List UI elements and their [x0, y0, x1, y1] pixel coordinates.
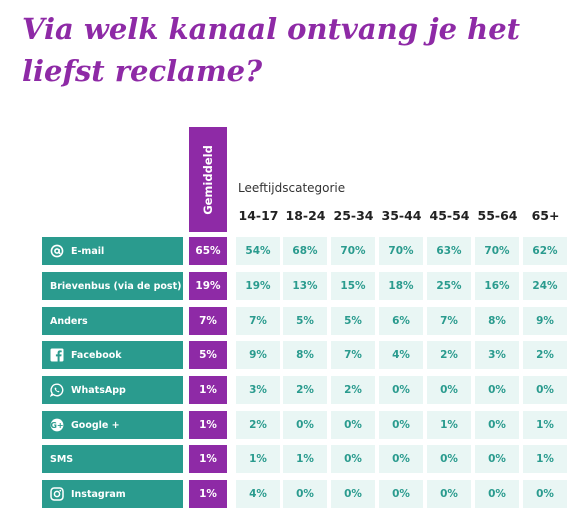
channel-label-brievenbus-via-de-post: Brievenbus (via de post) [42, 272, 183, 300]
value-cell: 54% [236, 237, 280, 265]
value-cell: 0% [475, 480, 519, 508]
value-cell: 1% [523, 445, 567, 473]
value-cell: 4% [379, 341, 423, 369]
value-cell: 0% [283, 411, 327, 439]
value-cell: 3% [236, 376, 280, 404]
average-value-google: 1% [189, 411, 227, 439]
value-cell: 6% [379, 307, 423, 335]
age-group-header-35-44: 35-44 [381, 208, 422, 223]
value-cell: 2% [283, 376, 327, 404]
value-cell: 18% [379, 272, 423, 300]
channel-name: Instagram [71, 488, 126, 500]
value-cell: 62% [523, 237, 567, 265]
age-group-header-65plus: 65+ [531, 208, 560, 223]
channel-label-sms: SMS [42, 445, 183, 473]
value-cell: 1% [427, 411, 471, 439]
value-cell: 7% [331, 341, 375, 369]
value-cell: 0% [331, 445, 375, 473]
value-cell: 0% [523, 480, 567, 508]
value-cell: 0% [379, 480, 423, 508]
value-cell: 70% [475, 237, 519, 265]
value-cell: 2% [331, 376, 375, 404]
value-cell: 0% [283, 480, 327, 508]
value-cell: 0% [379, 376, 423, 404]
age-group-header-45-54: 45-54 [429, 208, 470, 223]
age-group-header-25-34: 25-34 [333, 208, 374, 223]
value-cell: 0% [475, 411, 519, 439]
age-category-title: Leeftijdscategorie [238, 181, 346, 195]
value-cell: 5% [283, 307, 327, 335]
average-value-e-mail: 65% [189, 237, 227, 265]
channel-label-facebook: Facebook [42, 341, 183, 369]
value-cell: 68% [283, 237, 327, 265]
channel-name: Anders [50, 315, 88, 327]
channel-name: Google + [71, 419, 120, 431]
channel-name: WhatsApp [71, 384, 126, 396]
value-cell: 0% [475, 445, 519, 473]
value-cell: 9% [236, 341, 280, 369]
value-cell: 0% [427, 445, 471, 473]
average-value-anders: 7% [189, 307, 227, 335]
value-cell: 1% [283, 445, 327, 473]
channel-name: E-mail [71, 245, 105, 257]
value-cell: 8% [283, 341, 327, 369]
instagram-icon [50, 487, 64, 501]
average-value-whatsapp: 1% [189, 376, 227, 404]
value-cell: 3% [475, 341, 519, 369]
value-cell: 2% [236, 411, 280, 439]
average-value-sms: 1% [189, 445, 227, 473]
svg-text:G+: G+ [50, 421, 63, 430]
chart-title: Via welk kanaal ontvang je het liefst re… [22, 12, 521, 88]
value-cell: 25% [427, 272, 471, 300]
value-cell: 0% [379, 411, 423, 439]
channel-label-e-mail: E-mail [42, 237, 183, 265]
age-group-header-14-17: 14-17 [238, 208, 279, 223]
value-cell: 70% [331, 237, 375, 265]
value-cell: 15% [331, 272, 375, 300]
value-cell: 13% [283, 272, 327, 300]
value-cell: 0% [331, 480, 375, 508]
value-cell: 8% [475, 307, 519, 335]
channel-label-instagram: Instagram [42, 480, 183, 508]
value-cell: 2% [427, 341, 471, 369]
value-cell: 0% [379, 445, 423, 473]
value-cell: 24% [523, 272, 567, 300]
age-group-header-18-24: 18-24 [285, 208, 326, 223]
value-cell: 4% [236, 480, 280, 508]
age-group-header-55-64: 55-64 [477, 208, 518, 223]
value-cell: 0% [331, 411, 375, 439]
average-value-facebook: 5% [189, 341, 227, 369]
value-cell: 5% [331, 307, 375, 335]
value-cell: 0% [523, 376, 567, 404]
value-cell: 0% [427, 376, 471, 404]
value-cell: 70% [379, 237, 423, 265]
channel-label-google: G+ Google + [42, 411, 183, 439]
whatsapp-icon [50, 383, 64, 397]
channel-label-anders: Anders [42, 307, 183, 335]
value-cell: 2% [523, 341, 567, 369]
channel-name: SMS [50, 453, 74, 465]
value-cell: 7% [236, 307, 280, 335]
facebook-icon [50, 348, 64, 362]
value-cell: 7% [427, 307, 471, 335]
value-cell: 19% [236, 272, 280, 300]
value-cell: 63% [427, 237, 471, 265]
average-column-label: Gemiddeld [201, 144, 215, 215]
value-cell: 1% [523, 411, 567, 439]
average-column-header: Gemiddeld [189, 127, 227, 232]
value-cell: 9% [523, 307, 567, 335]
google-plus-icon: G+ [50, 418, 64, 432]
channel-name: Brievenbus (via de post) [50, 280, 182, 292]
channel-label-whatsapp: WhatsApp [42, 376, 183, 404]
channel-name: Facebook [71, 349, 122, 361]
average-value-brievenbus-via-de-post: 19% [189, 272, 227, 300]
value-cell: 16% [475, 272, 519, 300]
value-cell: 0% [427, 480, 471, 508]
value-cell: 0% [475, 376, 519, 404]
value-cell: 1% [236, 445, 280, 473]
at-icon [50, 244, 64, 258]
average-value-instagram: 1% [189, 480, 227, 508]
